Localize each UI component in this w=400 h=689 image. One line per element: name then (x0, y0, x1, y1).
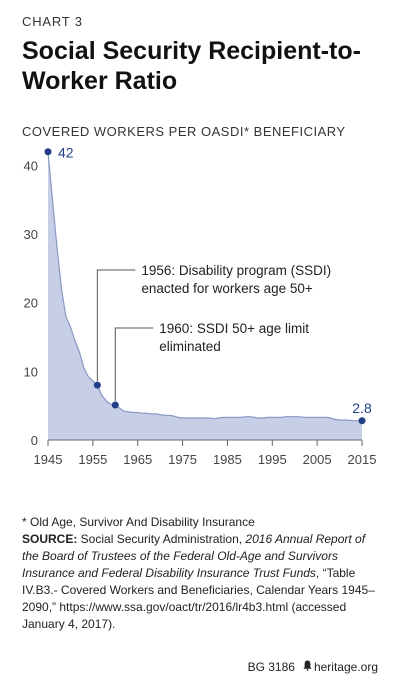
footer: BG 3186 heritage.org (248, 660, 378, 674)
x-tick-label: 1945 (34, 452, 63, 467)
source-label: SOURCE: (22, 532, 78, 546)
annotation-text: 1960: SSDI 50+ age limit (159, 321, 309, 336)
x-tick-label: 1975 (168, 452, 197, 467)
x-tick-label: 1985 (213, 452, 242, 467)
data-label: 2.8 (352, 400, 372, 416)
area-line (47, 152, 362, 422)
chart-number: CHART 3 (22, 14, 83, 29)
data-point-marker (93, 381, 101, 389)
source-text-1: Social Security Administration, (77, 532, 246, 546)
report-code: BG 3186 (247, 660, 295, 674)
annotation-text: eliminated (159, 339, 221, 354)
area-fill (48, 152, 362, 440)
chart-subtitle: COVERED WORKERS PER OASDI* BENEFICIARY (22, 124, 346, 139)
annotation-text: enacted for workers age 50+ (141, 281, 313, 296)
site-name: heritage.org (313, 660, 378, 674)
y-tick-label: 0 (31, 433, 38, 448)
x-tick-label: 1955 (78, 452, 107, 467)
source-text-2: , “Table IV.B3.- Covered Workers and Ben… (22, 566, 375, 631)
y-tick-label: 30 (24, 227, 38, 242)
x-tick-label: 1995 (258, 452, 287, 467)
x-tick-label: 2015 (348, 452, 377, 467)
source-report-title: 2016 Annual Report of the Board of Trust… (22, 532, 366, 580)
chart-title: Social Security Recipient-to-Worker Rati… (22, 37, 361, 95)
y-tick-label: 10 (24, 364, 38, 379)
data-point-marker (44, 148, 52, 156)
source-note: SOURCE: Social Security Administration, … (22, 531, 382, 633)
data-point-marker (358, 417, 366, 425)
annotation-leader (96, 269, 136, 382)
data-point-marker (111, 401, 119, 409)
annotation-leader (114, 327, 154, 401)
liberty-bell-icon (303, 660, 312, 674)
x-tick-label: 1965 (123, 452, 152, 467)
y-tick-label: 20 (24, 296, 38, 311)
footnote: * Old Age, Survivor And Disability Insur… (22, 515, 255, 529)
annotation-text: 1956: Disability program (SSDI) (141, 263, 331, 278)
area-chart: 0 10 20 30 40 1945 1955 1965 1975 1985 1995 2005 201… (24, 145, 377, 467)
x-tick-label: 2005 (303, 452, 332, 467)
y-tick-label: 40 (24, 158, 38, 173)
data-label: 42 (58, 145, 74, 161)
